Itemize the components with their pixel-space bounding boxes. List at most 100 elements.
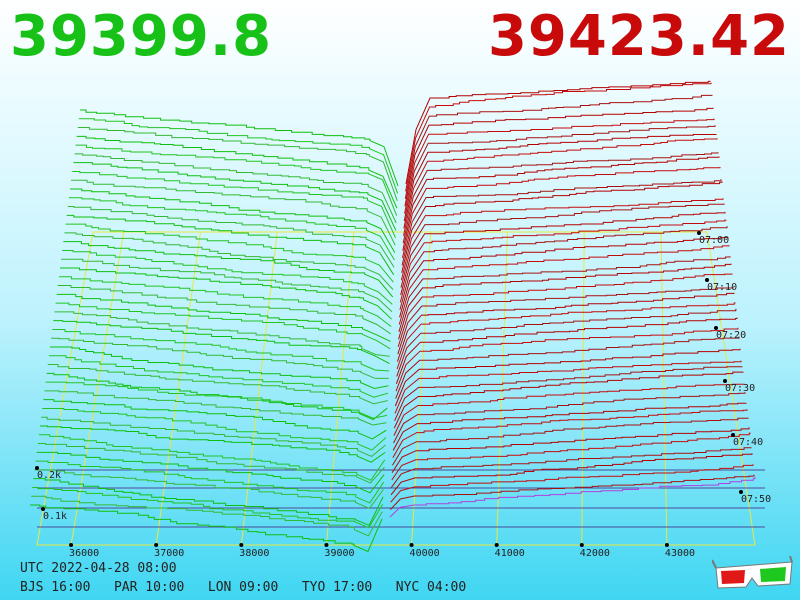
bid-depth-line	[45, 381, 388, 419]
bid-depth-line	[38, 434, 386, 481]
price-tick-label: 37000	[154, 548, 184, 559]
time-tick-dot	[723, 379, 727, 383]
bid-depth-line	[74, 153, 397, 224]
ask-depth-line	[403, 138, 718, 236]
tz-bjs: BJS 16:00	[20, 580, 91, 595]
ask-depth-line	[399, 226, 728, 310]
ask-depth-line	[401, 181, 723, 273]
bid-depth-line	[37, 443, 385, 484]
price-tick-dot	[69, 543, 74, 547]
bid-depth-line	[76, 135, 398, 209]
ask-depth-line	[400, 203, 725, 288]
tz-par: PAR 10:00	[113, 580, 185, 595]
bid-depth-line	[63, 241, 394, 298]
price-tick-dot	[664, 543, 669, 547]
ask-depth-line	[404, 107, 714, 207]
time-tick-dot	[714, 326, 718, 330]
ask-depth-line	[394, 348, 741, 407]
bid-price: 39399.8	[10, 4, 273, 69]
ask-depth-line	[389, 477, 756, 518]
bid-depth-line	[78, 118, 399, 194]
volume-tick-label: 0.1k	[43, 511, 67, 522]
bid-depth-line	[47, 364, 388, 405]
ask-depth-line	[403, 134, 717, 229]
time-tick-dot	[739, 490, 743, 494]
ask-depth-line	[405, 82, 712, 192]
bid-depth-line	[50, 346, 389, 390]
bid-depth-line	[65, 223, 394, 283]
ask-depth-line	[393, 383, 745, 436]
bid-depth-line	[55, 302, 391, 350]
ask-depth-line	[392, 402, 747, 451]
utc-time: UTC 2022-04-28 08:00	[20, 561, 177, 576]
ask-depth-line	[402, 156, 720, 251]
3d-glasses-icon[interactable]	[712, 556, 794, 592]
bid-depth-line	[73, 162, 397, 231]
bid-depth-line	[57, 285, 392, 335]
bid-depth-line	[48, 355, 389, 398]
ask-depth-line	[400, 211, 726, 296]
bid-depth-line	[71, 179, 396, 246]
price-tick-label: 43000	[665, 548, 695, 559]
depth-layers	[30, 80, 756, 553]
bid-depth-line	[77, 127, 398, 201]
price-tick-dot	[239, 543, 244, 547]
bid-depth-line	[31, 495, 383, 537]
tz-lon: LON 09:00	[207, 580, 279, 595]
time-tick-label: 07:40	[733, 437, 763, 448]
ask-depth-line	[390, 464, 754, 503]
bid-depth-line	[70, 188, 396, 253]
ask-depth-line	[395, 317, 738, 384]
ask-depth-line	[399, 219, 727, 303]
ask-depth-line	[396, 302, 736, 370]
bid-depth-line	[33, 478, 384, 527]
ask-depth-line	[398, 245, 730, 325]
price-grid-line	[581, 231, 585, 546]
price-tick-label: 36000	[69, 548, 99, 559]
bid-depth-line	[52, 328, 390, 372]
ask-depth-line	[398, 256, 731, 333]
price-tick-label: 42000	[580, 548, 610, 559]
tz-tyo: TYO 17:00	[301, 580, 373, 595]
ask-depth-line	[390, 453, 753, 496]
ask-depth-line	[401, 179, 722, 266]
ask-depth-line	[397, 287, 734, 355]
bid-depth-line	[60, 267, 392, 320]
price-tick-dot	[324, 543, 329, 547]
price-tick-label: 40000	[410, 548, 440, 559]
bid-depth-line	[36, 451, 385, 494]
bid-depth-line	[42, 407, 387, 451]
ask-depth-line	[396, 308, 737, 377]
price-tick-dot	[409, 543, 414, 547]
price-tick-dot	[154, 543, 159, 547]
bid-depth-line	[54, 311, 390, 357]
bid-depth-line	[66, 214, 395, 276]
ask-price: 39423.42	[487, 4, 790, 69]
ask-depth-line	[392, 417, 749, 466]
price-tick-label: 38000	[239, 548, 269, 559]
price-grid-line	[155, 231, 201, 546]
ask-depth-line	[393, 392, 746, 444]
bid-depth-line	[35, 460, 385, 504]
bid-depth-line	[43, 399, 387, 440]
bid-depth-line	[51, 337, 389, 379]
bid-depth-line	[67, 206, 395, 268]
price-tick-label: 39000	[324, 548, 354, 559]
ask-depth-line	[391, 427, 750, 473]
ask-depth-line	[399, 237, 729, 318]
price-grid-line	[70, 231, 125, 546]
bid-depth-line	[58, 276, 392, 327]
bid-depth-line	[80, 109, 399, 187]
tz-nyc: NYC 04:00	[395, 580, 467, 595]
bid-depth-line	[68, 197, 395, 261]
volume-tick-dot	[35, 466, 39, 470]
bid-depth-line	[61, 258, 393, 313]
ask-depth-line	[404, 94, 713, 199]
bid-depth-line	[34, 469, 384, 510]
bid-depth-line	[46, 372, 388, 421]
time-tick-dot	[697, 231, 701, 235]
floor-outline	[36, 231, 756, 546]
bid-depth-line	[62, 249, 393, 305]
ask-depth-line	[393, 371, 744, 429]
